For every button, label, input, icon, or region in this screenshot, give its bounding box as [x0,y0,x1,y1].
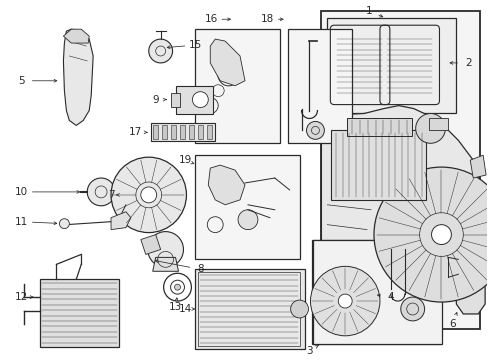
Text: 14: 14 [179,304,192,314]
Bar [171,125,176,139]
Text: 11: 11 [15,217,28,227]
Circle shape [415,113,445,143]
Circle shape [174,284,180,290]
Circle shape [87,178,115,206]
Circle shape [400,297,424,321]
Bar [331,130,425,200]
Circle shape [148,39,172,63]
Bar [312,239,441,344]
Bar [287,29,351,143]
Circle shape [373,167,488,302]
Polygon shape [152,257,178,271]
Bar [198,272,299,346]
Polygon shape [141,235,161,255]
Text: 10: 10 [15,187,28,197]
Circle shape [147,231,183,267]
Circle shape [141,187,156,203]
Polygon shape [208,165,244,205]
Bar [346,118,411,136]
Bar [180,125,184,139]
Bar [195,155,299,260]
Polygon shape [455,251,484,314]
Bar [40,279,119,347]
Circle shape [338,294,351,308]
Circle shape [60,219,69,229]
Text: 2: 2 [464,58,470,68]
Bar [321,11,479,329]
Polygon shape [321,105,479,324]
Text: 4: 4 [387,292,393,302]
Text: 17: 17 [129,127,142,138]
Bar [195,269,304,349]
Text: 9: 9 [152,95,159,105]
Bar [195,29,279,143]
Text: 15: 15 [188,40,202,50]
Text: 1: 1 [365,6,371,16]
Bar [162,125,166,139]
Text: 19: 19 [179,155,192,165]
Bar [198,125,203,139]
Circle shape [310,266,379,336]
Circle shape [192,92,208,108]
Circle shape [306,121,324,139]
Bar [152,125,157,139]
Text: 16: 16 [204,14,218,24]
Polygon shape [63,29,89,43]
Circle shape [290,300,308,318]
Text: 7: 7 [107,190,114,200]
Polygon shape [63,29,93,125]
Polygon shape [210,39,244,86]
Text: 12: 12 [15,292,28,302]
Text: 8: 8 [197,264,203,274]
Text: 18: 18 [261,14,274,24]
Circle shape [337,267,360,291]
Bar [189,125,194,139]
Polygon shape [111,212,131,230]
Bar [150,123,215,141]
Text: 13: 13 [168,302,182,312]
Circle shape [238,210,257,230]
Text: 6: 6 [448,319,455,329]
Circle shape [431,225,450,244]
Bar [326,18,455,113]
Circle shape [111,157,186,233]
Polygon shape [469,155,485,178]
Text: 5: 5 [19,76,25,86]
Bar [207,125,212,139]
Bar [427,118,447,130]
Bar [175,86,213,113]
Text: 3: 3 [305,346,312,356]
Bar [170,93,180,107]
Bar [313,239,442,344]
